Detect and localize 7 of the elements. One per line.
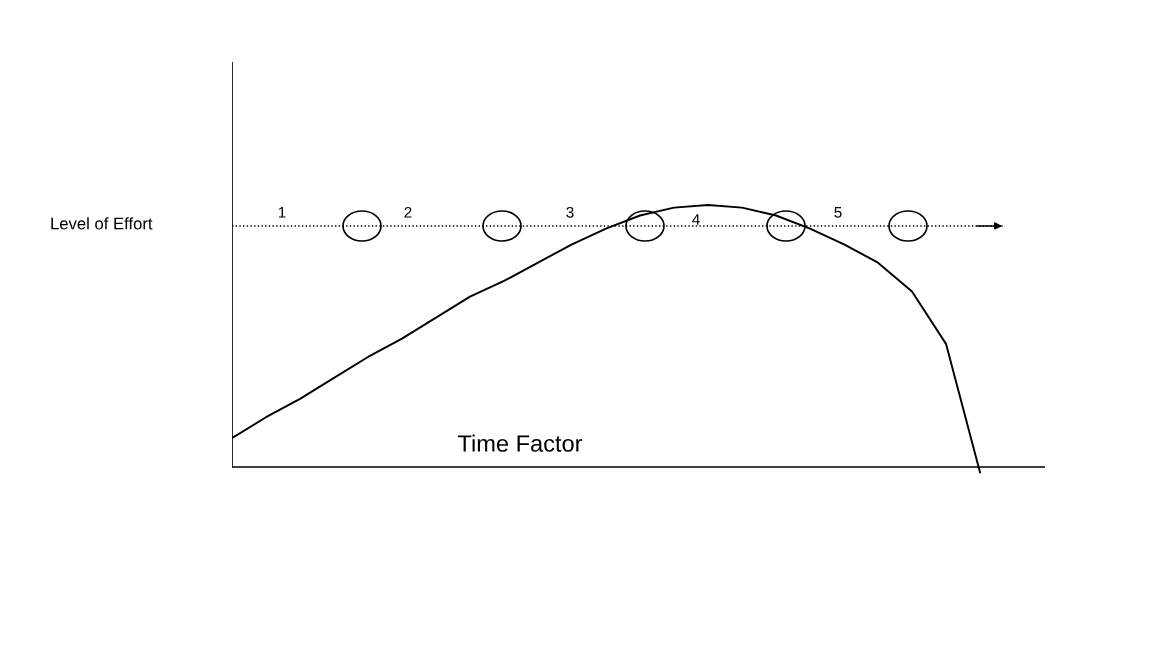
annotation: 5 (834, 207, 842, 218)
annotation: 1 (278, 207, 286, 218)
x-axis-title: Time Factor (458, 434, 583, 452)
annotation: 4 (692, 214, 700, 225)
annotation: 3 (566, 206, 574, 218)
y-axis-title: Level of Effort (51, 217, 153, 230)
annotation: 2 (404, 206, 412, 218)
